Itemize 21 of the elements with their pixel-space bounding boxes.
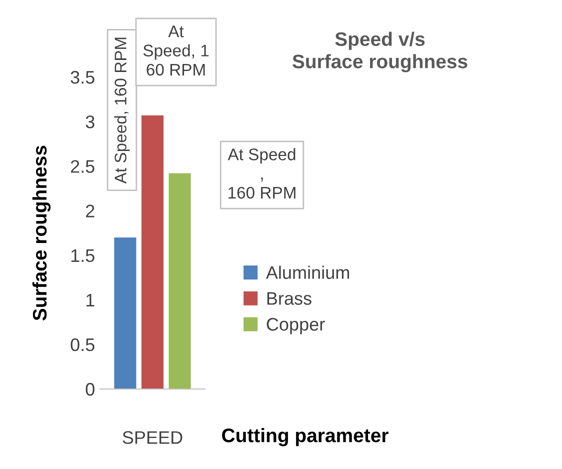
- y-tick-label: 2: [86, 204, 94, 218]
- bar: [114, 237, 136, 389]
- y-axis-title: Surface roughness: [32, 146, 51, 320]
- legend-label: Aluminium: [266, 266, 350, 279]
- x-tick-label: SPEED: [122, 431, 182, 444]
- legend-label: Brass: [267, 292, 312, 305]
- y-tick-label: 2.5: [70, 160, 94, 173]
- bar: [141, 115, 164, 389]
- y-tick-label: 0: [86, 382, 94, 396]
- y-tick-label: 1: [86, 294, 94, 306]
- annotation: At Speed, 160 RPM: [114, 38, 130, 184]
- legend-label: Copper: [266, 318, 325, 334]
- y-tick-label: 3: [86, 116, 94, 128]
- bar: [168, 173, 191, 389]
- text: At Speed , 160 RPM: [228, 148, 296, 199]
- y-tick-label: 3.5: [70, 70, 94, 84]
- text: Speed v/s Surface roughness: [292, 32, 468, 72]
- y-tick-label: 0.5: [70, 338, 94, 352]
- x-axis-title: Cutting parameter: [222, 428, 388, 446]
- text: At Speed, 1 60 RPM: [143, 26, 209, 76]
- y-tick-label: 1.5: [71, 249, 94, 262]
